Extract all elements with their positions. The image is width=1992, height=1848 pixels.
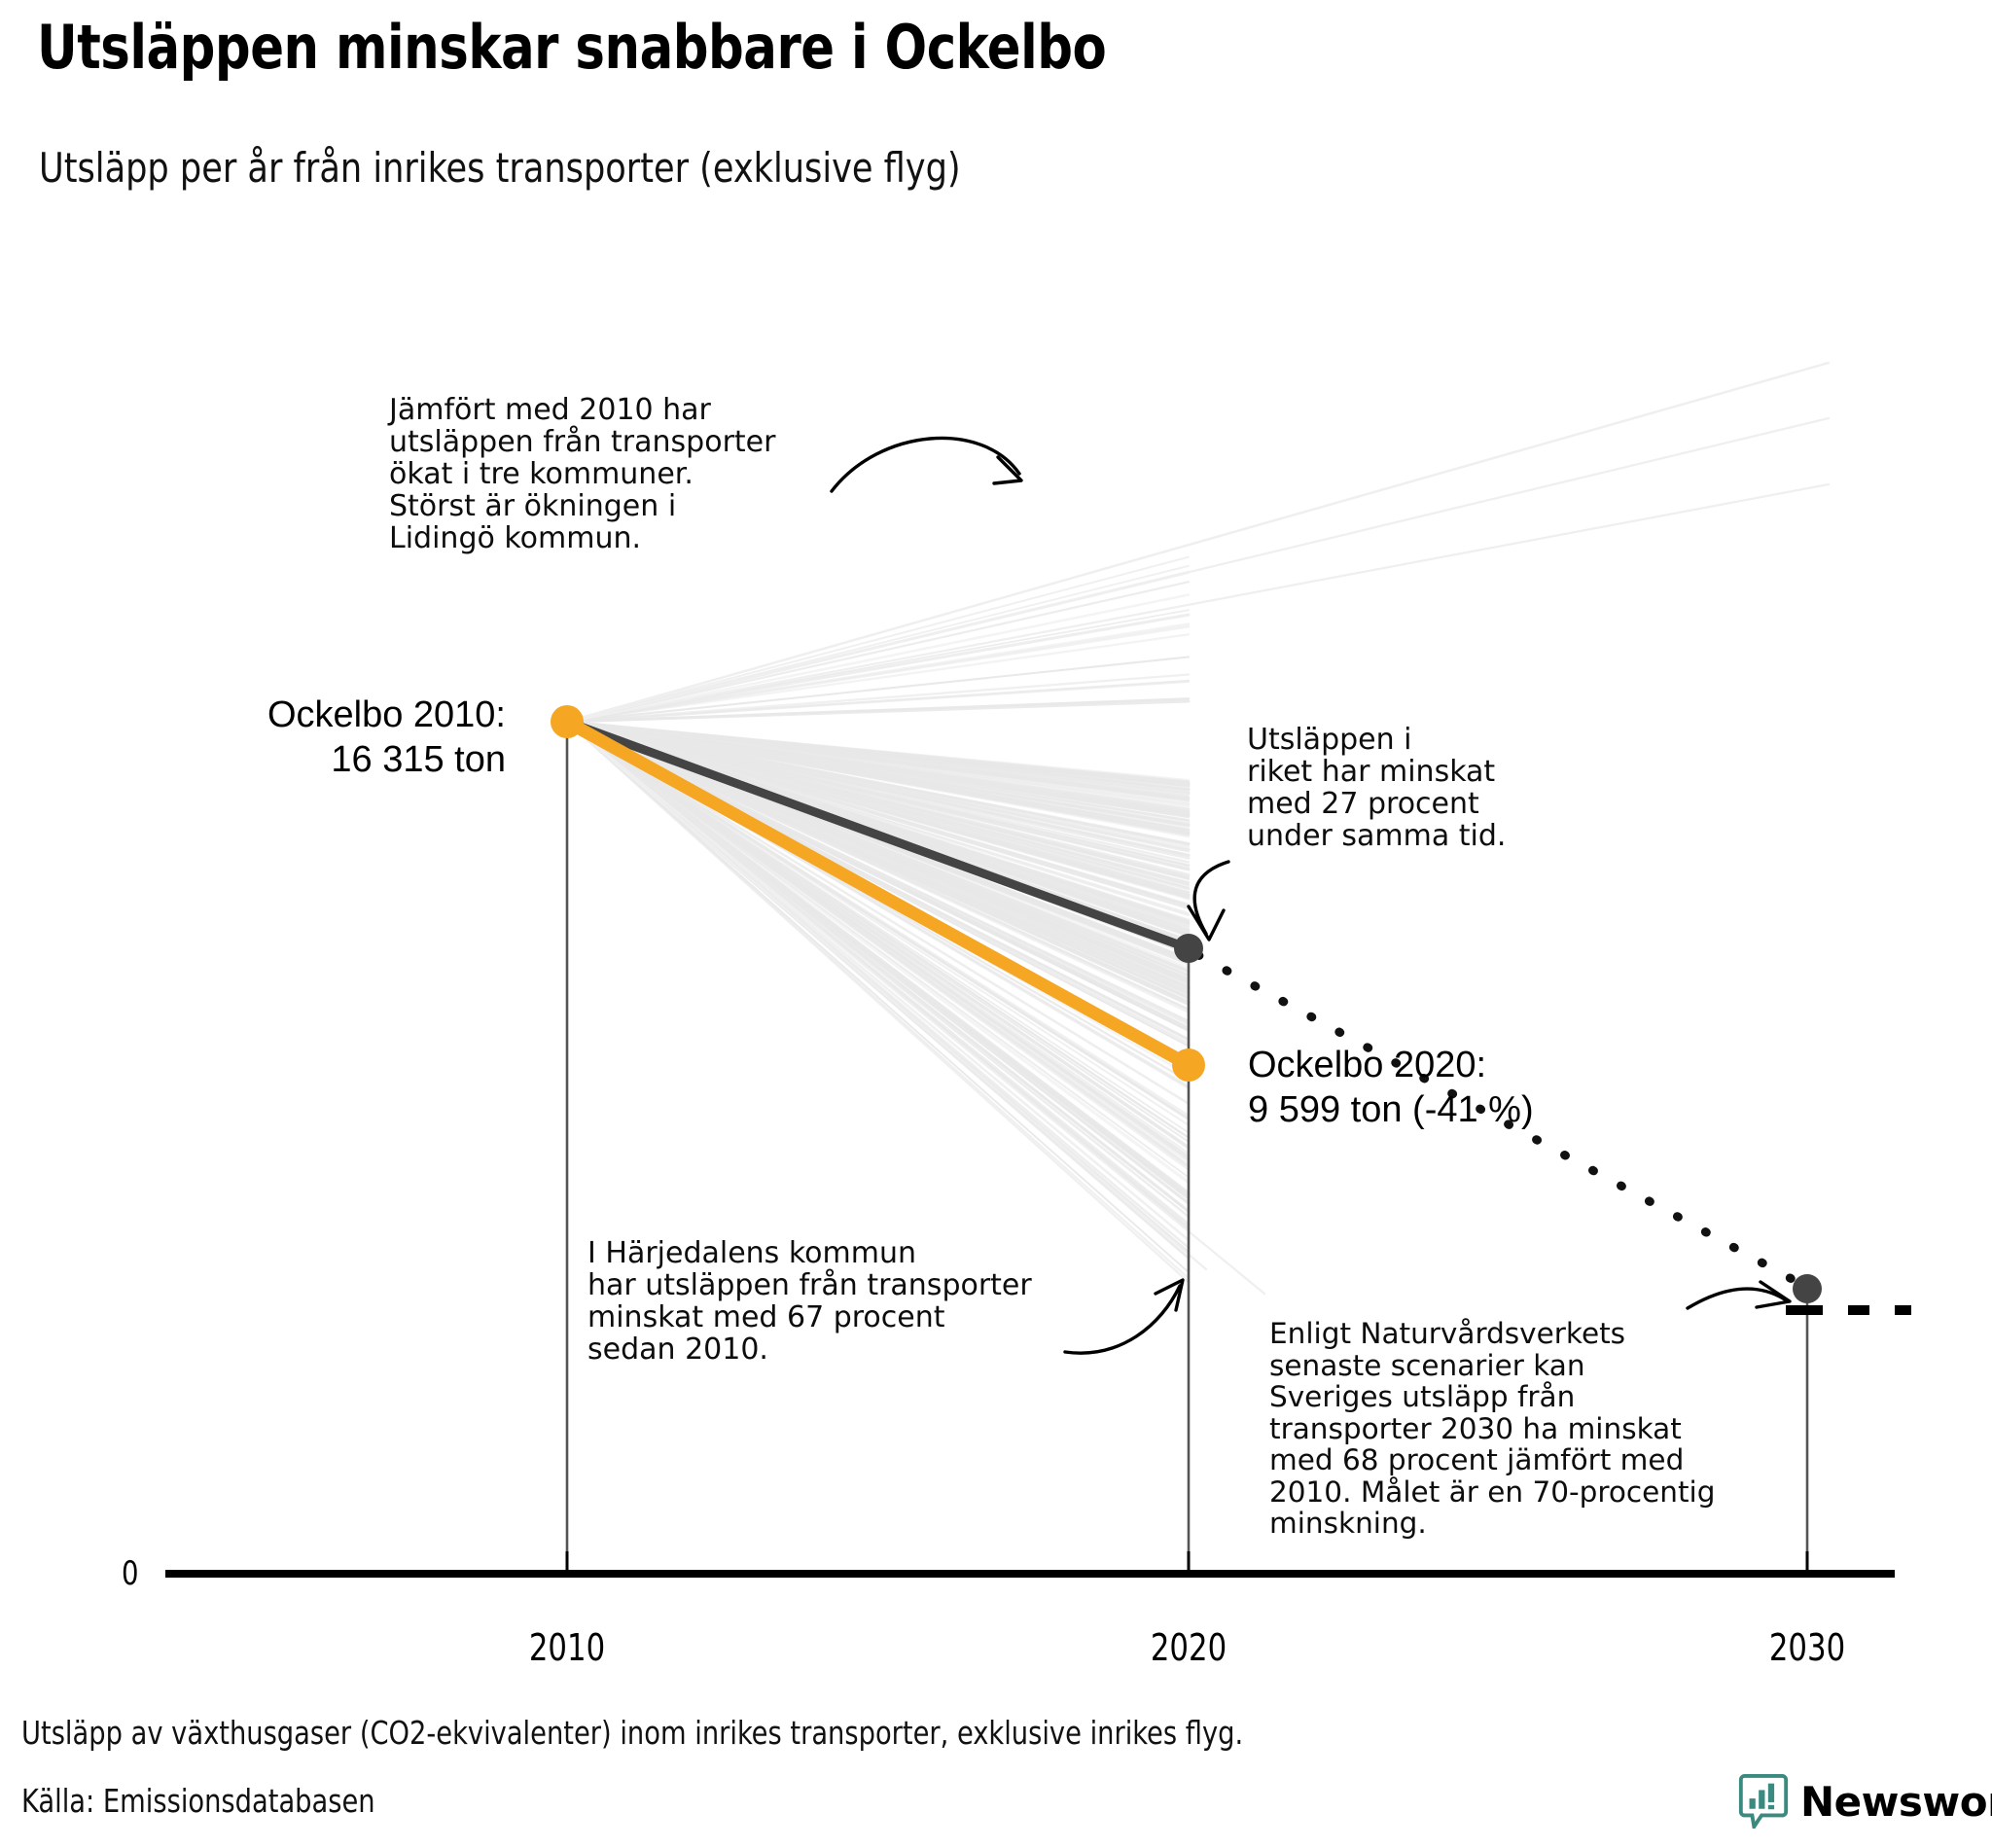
annotation-harjedalen: I Härjedalens kommun har utsläppen från … (587, 1236, 1032, 1367)
x-tick-label-2010: 2010 (528, 1626, 606, 1669)
municipality-line (565, 593, 1191, 724)
arrow-riket-head (1187, 905, 1226, 942)
municipality-line (565, 720, 1191, 894)
municipality-line (565, 622, 1191, 724)
municipality-line (565, 720, 1191, 922)
municipality-line (565, 581, 1191, 724)
municipality-line (565, 656, 1191, 724)
municipality-line (565, 720, 1191, 871)
ockelbo-2020-point (1172, 1048, 1205, 1082)
municipality-line (565, 720, 1208, 1271)
municipality-line (566, 721, 1190, 1200)
y-axis-zero-label: 0 (122, 1554, 139, 1593)
arrow-lidingo-head (992, 455, 1023, 485)
page-title: Utsläppen minskar snabbare i Ockelbo (37, 12, 1107, 83)
newsworthy-bars-icon (1738, 1774, 1789, 1829)
page-subtitle: Utsläpp per år från inrikes transporter … (39, 144, 961, 192)
footer-source: Källa: Emissionsdatabasen (21, 1782, 375, 1820)
municipality-line (565, 416, 1831, 724)
municipality-line (565, 720, 1191, 1120)
municipality-line (565, 720, 1191, 1139)
national-projection-line (1193, 950, 1809, 1291)
ockelbo-2010-label: Ockelbo 2010: 16 315 ton (267, 694, 506, 780)
municipality-line (565, 720, 1191, 985)
municipality-line (565, 720, 1191, 803)
municipality-line (565, 720, 1191, 1284)
ockelbo-trend-line (560, 715, 1195, 1072)
municipality-line (565, 482, 1831, 724)
municipality-line (566, 721, 1190, 1273)
municipality-line (565, 720, 1191, 835)
annotation-riket: Utsläppen i riket har minskat med 27 pro… (1247, 723, 1507, 853)
municipality-line (565, 720, 1191, 815)
annotation-lidingo: Jämfört med 2010 har utsläppen från tran… (389, 393, 776, 555)
municipality-line (565, 720, 1191, 827)
municipality-line (565, 720, 1191, 1160)
lidingo-increase-line (566, 361, 1830, 724)
arrow-harjedalen-head (1154, 1278, 1185, 1312)
municipality-line (565, 720, 1191, 1005)
annotation-naturvardsverket: Enligt Naturvårdsverkets senaste scenari… (1269, 1317, 1716, 1540)
municipality-line (565, 680, 1191, 724)
x-tick-label-2020: 2020 (1150, 1626, 1227, 1669)
municipality-line (565, 720, 1191, 845)
municipality-line (565, 633, 1191, 724)
municipality-line (566, 721, 1190, 1179)
arrow-naturvardsverket (1686, 1287, 1787, 1310)
national-trend-line (562, 717, 1193, 953)
x-tick-label-2030: 2030 (1768, 1626, 1846, 1669)
national-2030-point (1793, 1274, 1822, 1303)
municipality-line (565, 720, 1266, 1296)
municipality-line (565, 697, 1191, 724)
newsworthy-logo[interactable]: Newsworthy (1738, 1774, 1992, 1829)
ockelbo-2010-point (551, 705, 584, 738)
municipality-line (565, 720, 1191, 864)
arrow-naturvardsverket-head (1755, 1280, 1792, 1309)
newsworthy-wordmark: Newsworthy (1800, 1777, 1992, 1826)
municipality-line (565, 720, 1191, 792)
municipality-line (566, 721, 1190, 880)
ockelbo-2020-label: Ockelbo 2020: 9 599 ton (-41 %) (1248, 1045, 1534, 1130)
footer-note: Utsläpp av växthusgaser (CO2-ekvivalente… (21, 1714, 1244, 1752)
arrow-lidingo (830, 436, 1021, 493)
municipality-line (566, 555, 1190, 723)
national-2020-point (1174, 934, 1203, 963)
municipality-line (566, 721, 1190, 810)
arrow-harjedalen (1063, 1284, 1182, 1355)
municipality-line (566, 721, 1190, 908)
